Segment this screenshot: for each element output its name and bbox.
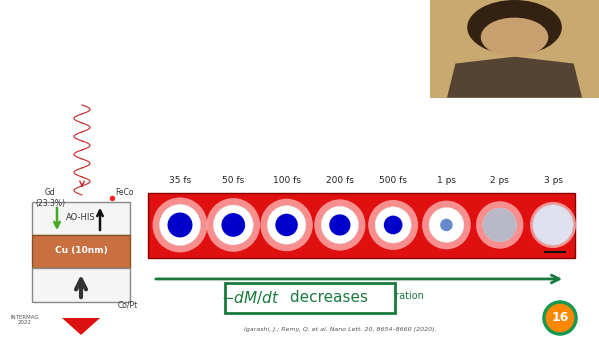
Ellipse shape [314,200,365,250]
Ellipse shape [261,199,313,251]
Ellipse shape [384,216,403,234]
Ellipse shape [476,201,524,249]
Polygon shape [32,202,130,235]
FancyBboxPatch shape [148,193,575,258]
Ellipse shape [329,214,350,236]
Circle shape [481,18,548,57]
Ellipse shape [267,206,306,244]
Text: decreases: decreases [285,290,368,305]
FancyBboxPatch shape [430,0,599,98]
Ellipse shape [168,212,192,238]
Polygon shape [62,318,100,335]
Ellipse shape [321,206,359,244]
Text: 3 ps: 3 ps [543,176,562,185]
Text: Gd
(23.3%): Gd (23.3%) [35,188,65,208]
Ellipse shape [483,208,516,242]
Text: 16: 16 [551,311,568,325]
Ellipse shape [440,219,453,231]
Text: Increasing Pulse duration: Increasing Pulse duration [300,291,423,301]
Ellipse shape [207,198,260,252]
Ellipse shape [368,200,418,250]
Text: 2 ps: 2 ps [490,176,509,185]
Text: 1 ps: 1 ps [437,176,456,185]
Ellipse shape [483,208,516,242]
Text: 500 fs: 500 fs [379,176,407,185]
FancyBboxPatch shape [225,283,395,313]
Text: Tuning the spin current: Tuning the spin current [7,15,283,35]
Ellipse shape [276,214,298,236]
Polygon shape [447,57,582,98]
Ellipse shape [213,205,253,245]
Ellipse shape [530,202,576,248]
Ellipse shape [222,213,245,237]
Text: 35 fs: 35 fs [169,176,191,185]
Ellipse shape [159,204,201,246]
Text: Igarashi, J.; Remy, Q. et al. Nano Lett. 20, 8654–8660 (2020).: Igarashi, J.; Remy, Q. et al. Nano Lett.… [244,328,436,333]
Ellipse shape [429,208,464,242]
Text: Co/Pt: Co/Pt [118,301,138,309]
Circle shape [467,0,562,55]
Text: 100 fs: 100 fs [273,176,301,185]
Circle shape [544,302,576,334]
Polygon shape [455,0,599,50]
Text: INTERMAG
2022: INTERMAG 2022 [11,315,40,326]
Ellipse shape [533,205,573,245]
Text: $-dM/dt$: $-dM/dt$ [221,289,280,306]
Ellipse shape [153,197,207,252]
Circle shape [477,13,552,56]
Text: FeCo: FeCo [115,188,134,197]
Text: 200 fs: 200 fs [326,176,354,185]
Text: 50 fs: 50 fs [222,176,244,185]
Ellipse shape [422,201,471,249]
Text: Cu (10nm): Cu (10nm) [55,246,107,255]
Text: AO-HIS: AO-HIS [66,213,96,222]
Polygon shape [32,268,130,302]
Ellipse shape [375,207,412,243]
Polygon shape [32,235,130,268]
